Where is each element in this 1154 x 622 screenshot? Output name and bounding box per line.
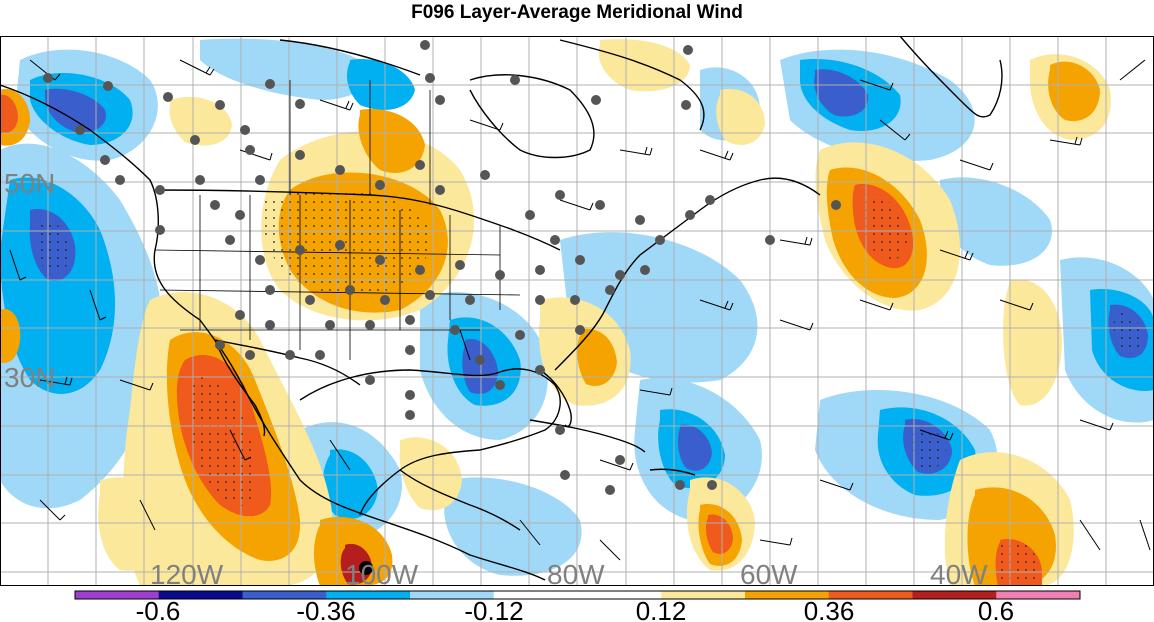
us-mexico-border <box>214 339 361 386</box>
map-area: 50N 30N 120W 100W 80W 60W 40W <box>0 36 1154 590</box>
lon-label-120w: 120W <box>150 559 224 590</box>
colorbar-swatch <box>745 591 830 599</box>
highlight-station-dot <box>359 561 373 575</box>
hispaniola <box>649 468 696 476</box>
colorbar-swatch <box>158 591 243 599</box>
admin-boundaries <box>154 80 521 360</box>
colorbar-swatch <box>493 591 578 599</box>
colorbar-label-neg-0-36: -0.36 <box>296 596 355 622</box>
colorbar-swatch <box>410 591 495 599</box>
coastlines <box>0 36 1003 581</box>
colorbar-label-neg-0-6: -0.6 <box>136 596 181 622</box>
colorbar-swatch <box>996 591 1081 599</box>
gulf-of-mexico <box>299 368 561 516</box>
colorbar-swatch <box>242 591 327 599</box>
north-america-west-coast <box>0 84 546 581</box>
baja-california <box>214 339 266 437</box>
lon-label-100w: 100W <box>345 559 419 590</box>
colorbar-swatch <box>577 591 662 599</box>
station-dots <box>43 40 841 495</box>
lon-label-40w: 40W <box>930 559 988 590</box>
canadian-arctic <box>279 39 705 131</box>
florida <box>539 369 572 427</box>
colorbar-label-0-36: 0.36 <box>804 596 855 622</box>
colorbar-swatch <box>912 591 997 599</box>
lon-label-80w: 80W <box>547 559 605 590</box>
chart-title: F096 Layer-Average Meridional Wind <box>411 2 743 23</box>
central-america <box>399 469 521 531</box>
lat-label-30n: 30N <box>4 362 55 393</box>
lat-label-50n: 50N <box>4 168 55 199</box>
east-coast <box>554 177 821 371</box>
lon-label-60w: 60W <box>740 559 798 590</box>
colorbar-swatch <box>75 591 160 599</box>
colorbar-swatch <box>326 591 411 599</box>
colorbar-frame <box>74 590 1081 600</box>
colorbar-label-neg-0-12: -0.12 <box>464 596 523 622</box>
greenland-south <box>899 36 1003 118</box>
colorbar-swatch <box>828 591 913 599</box>
colorbar: -0.6 -0.36 -0.12 0.12 0.36 0.6 <box>74 590 1081 622</box>
colorbar-swatch <box>661 591 746 599</box>
cuba <box>529 419 646 453</box>
canada-us-border <box>154 189 561 251</box>
hudson-bay <box>469 74 595 159</box>
colorbar-label-0-12: 0.12 <box>636 596 687 622</box>
colorbar-label-0-6: 0.6 <box>978 596 1014 622</box>
